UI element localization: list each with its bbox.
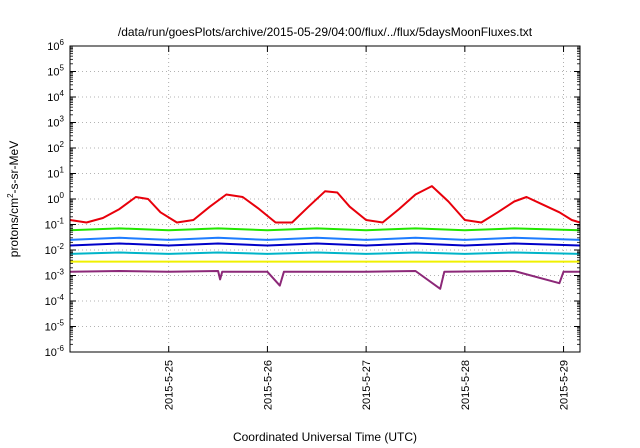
y-tick-label: 10-2	[45, 242, 65, 257]
x-tick-label: 2015-5-25	[164, 360, 176, 410]
y-axis-title: protons/cm2-s-sr-MeV	[6, 141, 21, 257]
series-line	[69, 251, 581, 255]
x-axis: 2015-5-25 2015-5-26 2015-5-27 2015-5-28 2015…	[164, 46, 571, 410]
x-axis-title: Coordinated Universal Time (UTC)	[233, 430, 417, 444]
y-tick-label: 105	[47, 64, 64, 79]
series-line	[69, 242, 581, 247]
y-tick-label: 10-1	[45, 217, 65, 232]
series-line	[69, 227, 581, 232]
y-axis-title-superscript: 2	[6, 193, 15, 198]
x-tick-label: 2015-5-26	[262, 360, 274, 410]
y-axis-title-main: protons/cm	[7, 198, 21, 257]
y-tick-label: 103	[47, 115, 64, 130]
x-tick-label: 2015-5-28	[460, 360, 472, 410]
series-line	[69, 270, 580, 290]
y-axis: 10-6 10-5 10-4 10-3 10-2 10-1 100 101 102 103 104 1…	[45, 38, 580, 359]
y-tick-label: 10-6	[45, 344, 65, 359]
y-tick-label: 10-5	[45, 319, 65, 334]
grid	[70, 46, 580, 352]
y-tick-label: 106	[47, 38, 64, 53]
y-tick-label: 10-3	[45, 268, 65, 283]
y-tick-label: 10-4	[45, 293, 65, 308]
chart-title: /data/run/goesPlots/archive/2015-05-29/0…	[118, 25, 533, 39]
y-tick-label: 101	[47, 166, 64, 181]
y-axis-title-rest: -s-sr-MeV	[7, 141, 21, 194]
x-tick-label: 2015-5-29	[559, 360, 571, 410]
series-line	[69, 185, 581, 224]
y-tick-label: 104	[47, 89, 64, 104]
x-tick-label: 2015-5-27	[361, 360, 373, 410]
series-line	[69, 236, 581, 241]
y-tick-label: 102	[47, 140, 64, 155]
y-tick-label: 100	[47, 191, 64, 206]
series-group	[69, 185, 581, 290]
